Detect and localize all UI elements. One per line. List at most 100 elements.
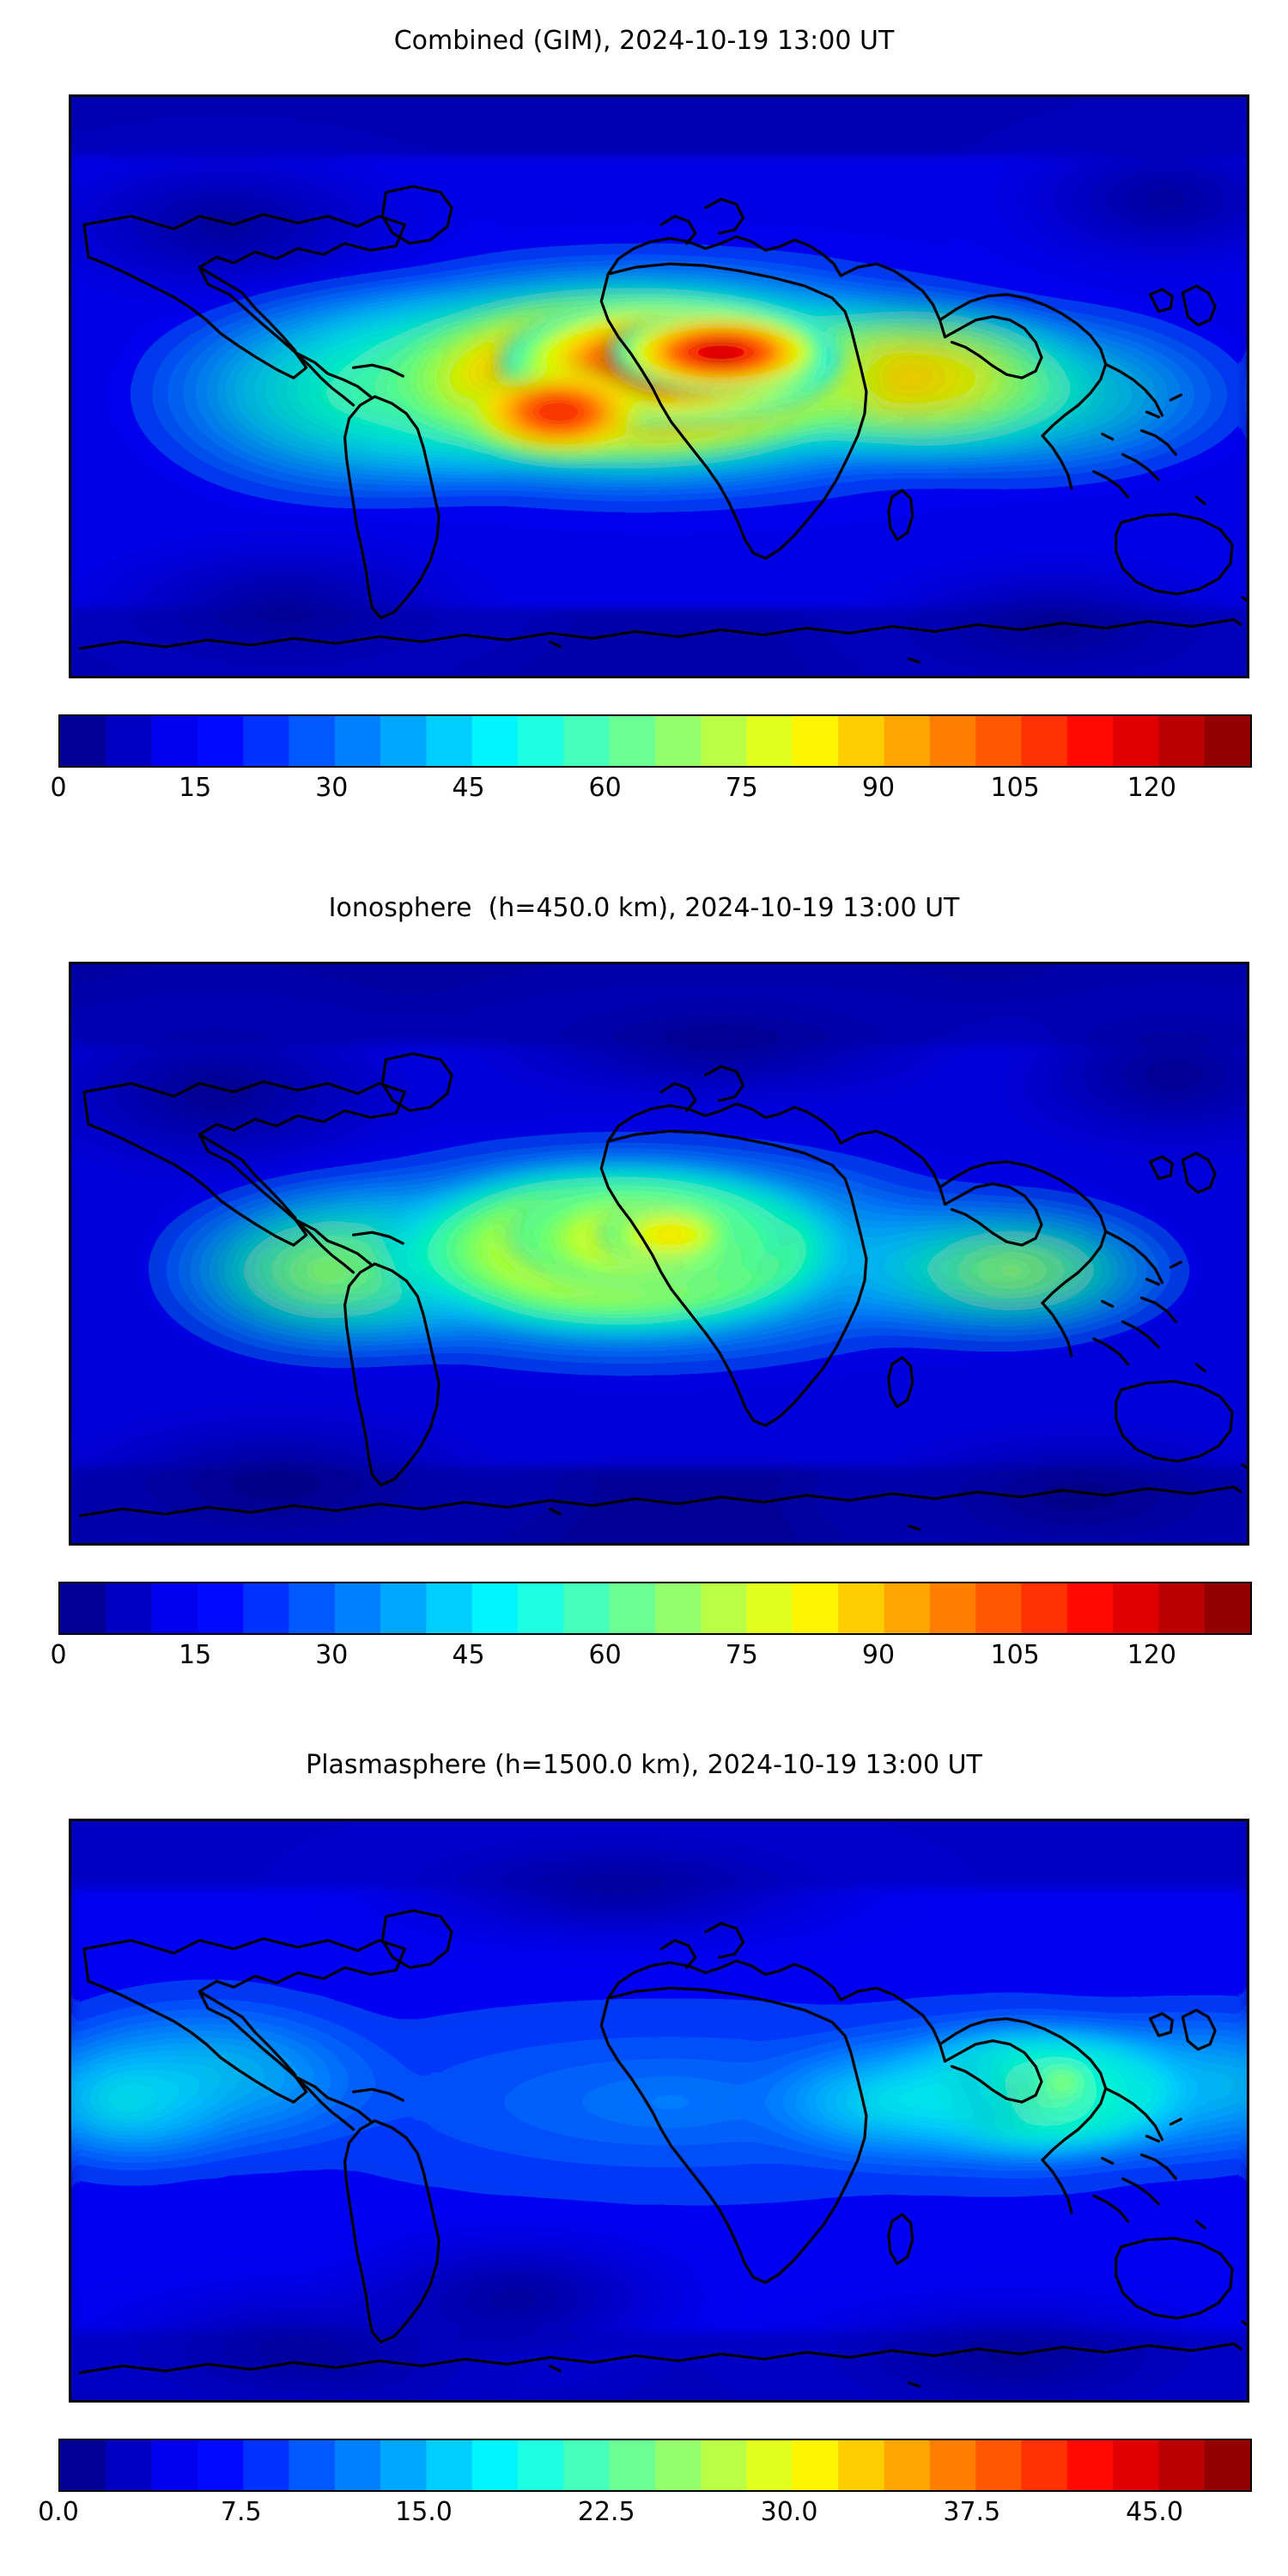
colorbar-tick-label: 90 xyxy=(861,773,896,803)
colorbar-band xyxy=(197,1583,244,1633)
colorbar-band xyxy=(243,2440,289,2490)
colorbar-band xyxy=(60,2440,106,2490)
tec-field-combined xyxy=(71,97,1247,676)
tec-field-ionosphere xyxy=(71,964,1247,1543)
colorbar-band xyxy=(471,716,519,766)
map-ionosphere xyxy=(69,962,1249,1546)
colorbar-band xyxy=(1204,716,1250,766)
colorbar-band xyxy=(151,2440,198,2490)
colorbar-band xyxy=(746,716,793,766)
colorbar-band xyxy=(334,2440,381,2490)
colorbar-ionosphere xyxy=(58,1582,1252,1635)
colorbar-band xyxy=(792,716,839,766)
colorbar-band xyxy=(975,2440,1022,2490)
colorbar-band xyxy=(334,1583,381,1633)
colorbar-svg-plasmasphere xyxy=(60,2440,1250,2490)
colorbar-band xyxy=(426,716,473,766)
colorbar-tick-label: 37.5 xyxy=(943,2497,1001,2527)
colorbar-band xyxy=(289,1583,336,1633)
coastlines-ionosphere xyxy=(78,1052,1247,1531)
colorbar-band xyxy=(60,1583,106,1633)
colorbar-band xyxy=(701,716,747,766)
colorbar-band xyxy=(1113,2440,1159,2490)
colorbar-tick-label: 15 xyxy=(179,1640,212,1670)
colorbar-band xyxy=(1113,716,1159,766)
colorbar-band xyxy=(975,1583,1022,1633)
colorbar-tick-label: 15.0 xyxy=(395,2497,453,2527)
colorbar-svg-combined xyxy=(60,716,1250,766)
colorbar-band xyxy=(884,1583,931,1633)
colorbar-band xyxy=(884,2440,931,2490)
colorbar-band xyxy=(243,716,289,766)
colorbar-tick-label: 0 xyxy=(50,1640,67,1670)
panel-title-ionosphere: Ionosphere (h=450.0 km), 2024-10-19 13:0… xyxy=(328,893,960,923)
colorbar-band xyxy=(106,2440,152,2490)
colorbar-tick-label: 45 xyxy=(452,773,485,803)
colorbar-band xyxy=(380,716,427,766)
colorbar-band xyxy=(243,1583,289,1633)
colorbar-tick-label: 60 xyxy=(588,773,622,803)
coastlines-combined xyxy=(78,185,1247,664)
colorbar-tick-label: 105 xyxy=(990,773,1040,803)
panel-combined-gim: Combined (GIM), 2024-10-19 13:00 UT xyxy=(0,0,1288,859)
colorbar-band xyxy=(197,2440,244,2490)
colorbar-band xyxy=(518,2440,564,2490)
colorbar-tick-label: 7.5 xyxy=(220,2497,262,2527)
colorbar-tick-label: 90 xyxy=(861,1640,896,1670)
panel-title-plasmasphere: Plasmasphere (h=1500.0 km), 2024-10-19 1… xyxy=(306,1750,982,1780)
colorbar-tick-label: 0.0 xyxy=(38,2497,79,2527)
colorbar-band xyxy=(1021,1583,1068,1633)
colorbar-band xyxy=(151,716,198,766)
colorbar-tick-label: 45.0 xyxy=(1126,2497,1183,2527)
colorbar-bands-ionosphere xyxy=(60,1583,1250,1633)
colorbar-band xyxy=(701,2440,747,2490)
colorbar-band xyxy=(1158,1583,1205,1633)
colorbar-tick-label: 105 xyxy=(990,1640,1040,1670)
colorbar-band xyxy=(380,1583,427,1633)
colorbar-band xyxy=(518,716,564,766)
colorbar-band xyxy=(1204,1583,1250,1633)
colorbar-band xyxy=(1066,2440,1114,2490)
map-svg-plasmasphere xyxy=(71,1821,1247,2400)
colorbar-band xyxy=(609,1583,656,1633)
panel-ionosphere: Ionosphere (h=450.0 km), 2024-10-19 13:0… xyxy=(0,867,1288,1726)
colorbar-band xyxy=(1021,716,1068,766)
colorbar-tick-label: 120 xyxy=(1127,1640,1176,1670)
colorbar-band xyxy=(746,2440,793,2490)
colorbar-band xyxy=(1066,1583,1114,1633)
colorbar-band xyxy=(289,716,336,766)
colorbar-band xyxy=(1158,2440,1205,2490)
colorbar-band xyxy=(151,1583,198,1633)
colorbar-band xyxy=(334,716,381,766)
colorbar-tick-label: 45 xyxy=(452,1640,485,1670)
colorbar-band xyxy=(471,2440,519,2490)
colorbar-tick-label: 22.5 xyxy=(577,2497,635,2527)
colorbar-tick-label: 60 xyxy=(588,1640,622,1670)
colorbar-combined xyxy=(58,714,1252,768)
colorbar-tick-label: 75 xyxy=(725,1640,758,1670)
colorbar-band xyxy=(838,1583,884,1633)
map-plasmasphere xyxy=(69,1819,1249,2403)
colorbar-band xyxy=(609,716,656,766)
colorbar-band xyxy=(563,2440,610,2490)
colorbar-band xyxy=(792,1583,839,1633)
colorbar-band xyxy=(563,1583,610,1633)
colorbar-band xyxy=(929,716,976,766)
colorbar-band xyxy=(426,1583,473,1633)
colorbar-ticks-plasmasphere: 0.0 7.5 15.0 22.5 30.0 37.5 45.0 xyxy=(38,2497,1252,2531)
colorbar-band xyxy=(518,1583,564,1633)
colorbar-band xyxy=(792,2440,839,2490)
colorbar-ticks-combined: 0 15 30 45 60 75 90 105 120 xyxy=(50,773,1252,807)
panel-title-combined: Combined (GIM), 2024-10-19 13:00 UT xyxy=(393,26,895,56)
colorbar-band xyxy=(609,2440,656,2490)
colorbar-band xyxy=(197,716,244,766)
colorbar-band xyxy=(884,716,931,766)
panel-plasmasphere: Plasmasphere (h=1500.0 km), 2024-10-19 1… xyxy=(0,1735,1288,2576)
colorbar-band xyxy=(60,716,106,766)
map-svg-ionosphere xyxy=(71,964,1247,1543)
colorbar-tick-label: 120 xyxy=(1127,773,1176,803)
colorbar-band xyxy=(1113,1583,1159,1633)
colorbar-band xyxy=(471,1583,519,1633)
colorbar-band xyxy=(426,2440,473,2490)
colorbar-band xyxy=(1204,2440,1250,2490)
